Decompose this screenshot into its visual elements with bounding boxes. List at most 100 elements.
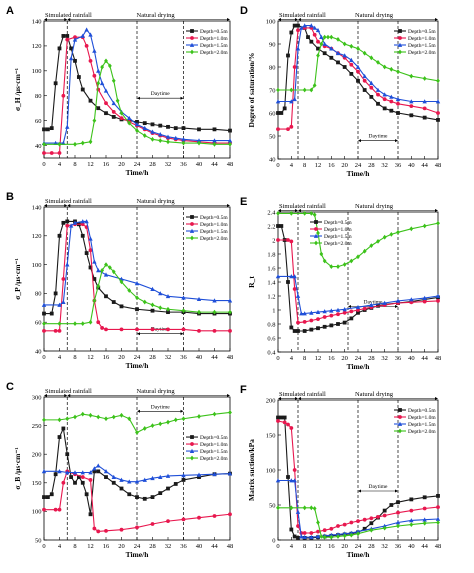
data-point	[119, 110, 124, 116]
data-point	[342, 522, 347, 527]
arrow-head	[435, 209, 438, 212]
data-point	[369, 55, 374, 61]
data-point	[329, 308, 334, 313]
data-point	[342, 41, 347, 47]
daytime-label: Daytime	[369, 484, 388, 490]
y-tick-label: 100	[32, 509, 42, 516]
data-point	[228, 128, 232, 133]
data-point	[289, 478, 294, 483]
series-2	[275, 274, 441, 316]
x-tick-label: 24	[134, 354, 141, 361]
data-point	[316, 317, 320, 321]
panel-letter: D	[240, 5, 248, 17]
data-point	[355, 64, 361, 69]
data-point	[316, 520, 320, 525]
data-point	[150, 129, 155, 134]
legend-label: Depth=1.0m	[200, 442, 228, 448]
data-point	[127, 120, 132, 126]
data-point	[73, 58, 77, 63]
data-point	[181, 140, 186, 146]
x-tick-label: 40	[196, 161, 203, 168]
arrow-head	[137, 332, 140, 336]
y-tick-label: 80	[35, 291, 42, 298]
y-tick-label: 2	[272, 237, 275, 244]
data-point	[435, 99, 441, 104]
data-point	[315, 27, 321, 33]
data-point	[41, 469, 47, 474]
data-point	[289, 99, 294, 104]
data-point	[309, 505, 314, 511]
y-tick-label: 100	[32, 262, 42, 269]
data-point	[436, 118, 440, 122]
arrow-head	[435, 18, 438, 21]
y-tick-label: 0	[272, 537, 275, 544]
x-tick-label: 36	[395, 355, 402, 362]
data-point	[88, 139, 93, 145]
x-tick-label: 12	[315, 543, 322, 550]
y-tick-label: 300	[32, 394, 42, 401]
data-point	[173, 126, 178, 131]
legend-label: Depth=0.5m	[324, 220, 352, 226]
data-point	[312, 506, 317, 511]
data-point	[286, 53, 290, 58]
y-tick-label: 1.2	[267, 293, 275, 300]
x-tick-label: 28	[368, 355, 375, 362]
data-point	[65, 452, 70, 457]
phase-label-drying: Natural drying	[355, 12, 394, 19]
y-tick-label: 2.4	[267, 209, 276, 216]
legend-marker	[313, 233, 319, 238]
y-tick-label: 80	[269, 64, 276, 71]
data-point	[57, 507, 62, 512]
data-point	[342, 307, 347, 312]
data-point	[135, 307, 139, 312]
x-tick-label: 40	[408, 543, 415, 550]
data-point	[286, 422, 290, 427]
arrow-head	[137, 96, 140, 100]
legend-marker	[190, 442, 194, 446]
data-point	[286, 127, 290, 131]
data-point	[84, 27, 89, 32]
data-point	[409, 497, 414, 502]
phase-label-rainfall: Simulated rainfall	[279, 391, 326, 398]
data-point	[61, 277, 66, 281]
legend-marker	[190, 36, 194, 40]
arrow-head	[278, 397, 281, 400]
data-point	[389, 66, 394, 72]
data-point	[80, 411, 85, 417]
data-point	[150, 475, 155, 481]
data-point	[88, 512, 93, 517]
data-point	[135, 128, 139, 133]
data-point	[315, 309, 321, 314]
data-point	[80, 470, 85, 475]
data-point	[88, 58, 93, 63]
data-point	[80, 87, 85, 92]
data-point	[73, 141, 77, 147]
data-point	[142, 125, 147, 131]
data-point	[227, 138, 233, 143]
arrow-head	[44, 18, 47, 21]
data-point	[181, 137, 186, 142]
legend-label: Depth=0.5m	[200, 29, 228, 35]
data-point	[111, 414, 116, 420]
data-point	[119, 304, 124, 309]
data-point	[279, 111, 284, 115]
data-point	[197, 309, 201, 315]
series-2	[41, 463, 233, 484]
y-tick-label: 0.8	[267, 321, 275, 328]
data-point	[107, 63, 112, 69]
data-point	[382, 234, 387, 240]
x-axis-label: Time/h	[126, 168, 150, 177]
arrow-head	[44, 394, 47, 397]
data-point	[342, 262, 347, 267]
x-tick-label: 24	[355, 162, 362, 169]
data-point	[212, 411, 217, 417]
data-point	[57, 417, 62, 423]
data-point	[119, 486, 124, 491]
series-line	[44, 263, 230, 325]
data-point	[382, 525, 387, 531]
x-tick-label: 36	[395, 162, 402, 169]
x-tick-label: 4	[290, 162, 294, 169]
data-point	[45, 495, 50, 499]
